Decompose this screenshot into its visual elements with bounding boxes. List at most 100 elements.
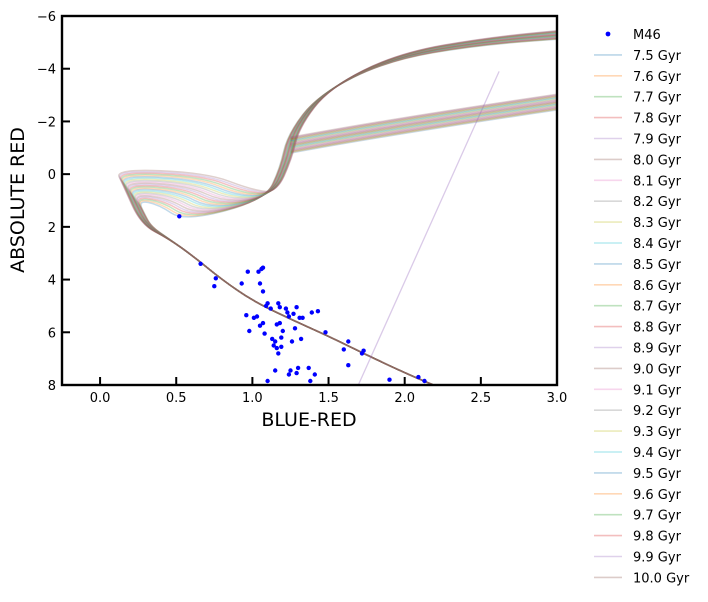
- y-tick-label: 0: [48, 168, 56, 183]
- y-tick-label: 6: [48, 326, 56, 341]
- legend-marker: [605, 31, 611, 37]
- isochrone-layer: [118, 30, 557, 385]
- isochrone-line: [140, 38, 557, 385]
- isochrone-branch: [290, 95, 557, 141]
- m46-star-point: [260, 320, 266, 326]
- legend-label: 9.5 Gyr: [633, 467, 682, 482]
- isochrone-line: [126, 33, 557, 385]
- isochrone-branch: [290, 106, 557, 152]
- isochrone-diagonal: [357, 71, 500, 385]
- y-tick-label: 2: [48, 221, 56, 236]
- isochrone-line: [125, 32, 557, 385]
- isochrone-line: [139, 38, 557, 385]
- m46-star-point: [341, 347, 346, 352]
- m46-star-point: [294, 370, 299, 376]
- legend-label: M46: [633, 28, 661, 43]
- isochrone-line: [137, 37, 557, 385]
- legend-label: 8.7 Gyr: [633, 300, 682, 315]
- isochrone-line: [123, 32, 557, 385]
- isochrone-branch: [290, 98, 557, 144]
- m46-star-point: [323, 330, 328, 335]
- m46-star-point: [292, 326, 298, 331]
- m46-star-point: [270, 336, 275, 342]
- legend-label: 7.8 Gyr: [633, 112, 682, 127]
- m46-star-point: [361, 348, 366, 353]
- x-tick-label: 0.5: [166, 391, 187, 406]
- m46-star-point: [283, 306, 289, 311]
- isochrone-branch: [290, 107, 557, 152]
- y-tick-label: −4: [37, 63, 56, 78]
- y-tick-label: 8: [48, 379, 56, 394]
- m46-star-point: [306, 365, 311, 371]
- legend-label: 7.6 Gyr: [633, 70, 682, 85]
- m46-star-point: [346, 363, 351, 368]
- m46-star-point: [260, 289, 266, 294]
- m46-star-point: [268, 306, 273, 311]
- m46-star-point: [387, 377, 392, 382]
- isochrone-line: [118, 30, 557, 385]
- plot-frame: [60, 14, 559, 387]
- m46-star-point: [416, 374, 421, 380]
- m46-star-point: [277, 305, 282, 310]
- scatter-layer: [177, 214, 427, 384]
- m46-star-point: [177, 214, 182, 219]
- isochrone-branch: [290, 102, 557, 148]
- isochrone-branch: [290, 105, 557, 151]
- legend-label: 8.1 Gyr: [633, 174, 682, 189]
- legend-label: 9.9 Gyr: [633, 551, 682, 566]
- isochrone-line: [127, 33, 557, 385]
- isochrone-line: [124, 32, 557, 385]
- isochrone-line: [131, 35, 557, 385]
- isochrone-branch: [290, 107, 557, 153]
- y-tick-label: −6: [37, 10, 56, 25]
- m46-star-point: [257, 323, 263, 328]
- m46-star-point: [265, 301, 270, 306]
- legend-label: 9.2 Gyr: [633, 404, 682, 419]
- m46-star-point: [213, 276, 218, 281]
- legend: M46 7.5 Gyr 7.6 Gyr 7.7 Gyr 7.8 Gyr 7.9 Gyr 8.…: [594, 28, 690, 586]
- isochrone-branch: [290, 101, 557, 147]
- legend-label: 7.7 Gyr: [633, 91, 682, 106]
- m46-star-point: [276, 301, 281, 306]
- isochrone-line: [136, 36, 557, 385]
- isochrone-line: [119, 30, 557, 385]
- m46-star-point: [256, 269, 261, 274]
- isochrone-line: [132, 35, 557, 385]
- isochrone-line: [128, 33, 557, 385]
- m46-star-point: [422, 378, 427, 384]
- isochrone-branch: [290, 99, 557, 145]
- isochrone-line: [133, 35, 557, 385]
- m46-star-point: [212, 284, 217, 289]
- x-axis-title: BLUE-RED: [261, 409, 356, 431]
- isochrone-line: [138, 37, 557, 385]
- legend-label: 8.8 Gyr: [633, 321, 682, 336]
- isochrone-branch: [290, 93, 557, 138]
- m46-star-point: [346, 339, 351, 344]
- isochrone-branch: [290, 104, 557, 149]
- x-tick-label: 1.5: [318, 391, 339, 406]
- isochrone-line: [128, 34, 557, 385]
- legend-label: 9.7 Gyr: [633, 509, 682, 524]
- legend-label: 9.4 Gyr: [633, 446, 682, 461]
- legend-label: 7.5 Gyr: [633, 49, 682, 64]
- isochrone-branch: [290, 106, 557, 151]
- legend-label: 8.9 Gyr: [633, 342, 682, 357]
- m46-star-point: [273, 339, 278, 344]
- m46-star-point: [294, 305, 299, 310]
- m46-star-point: [298, 336, 304, 342]
- m46-star-point: [262, 331, 267, 336]
- legend-label: 8.6 Gyr: [633, 279, 682, 294]
- m46-star-point: [265, 378, 270, 384]
- m46-star-point: [286, 314, 292, 319]
- isochrone-branch: [290, 97, 557, 143]
- m46-star-point: [300, 315, 305, 320]
- m46-star-point: [309, 310, 314, 315]
- legend-label: 8.3 Gyr: [633, 216, 682, 231]
- m46-star-point: [312, 372, 317, 377]
- isochrone-line: [134, 36, 557, 385]
- m46-star-point: [289, 339, 295, 344]
- legend-label: 9.0 Gyr: [633, 362, 682, 377]
- legend-label: 9.6 Gyr: [633, 488, 682, 503]
